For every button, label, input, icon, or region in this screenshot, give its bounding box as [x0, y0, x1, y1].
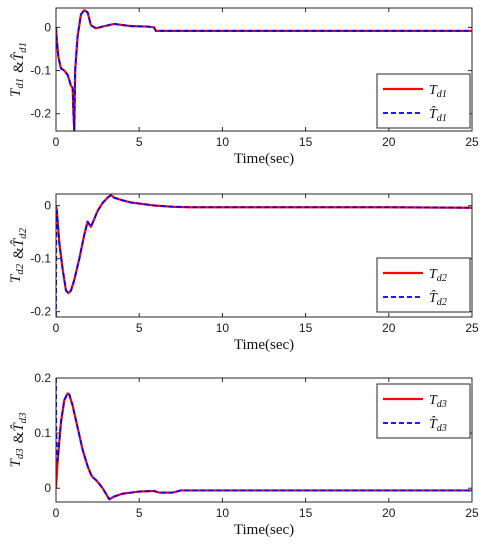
y-tick-label: 0 — [44, 481, 51, 495]
x-tick-label: 25 — [465, 321, 479, 335]
legend-label-1: Td1 — [429, 83, 447, 100]
x-tick-label: 0 — [53, 135, 60, 149]
legend-label-1: Td2 — [429, 267, 447, 284]
legend: Td2 T̂d2 — [376, 257, 471, 313]
x-tick-label: 10 — [216, 135, 230, 149]
x-axis-label: Time(sec) — [234, 151, 294, 167]
y-tick-label: 0.2 — [34, 371, 51, 385]
x-tick-label: 5 — [136, 321, 143, 335]
x-tick-label: 15 — [299, 135, 313, 149]
legend-box — [376, 73, 471, 129]
series-line-2 — [56, 9, 472, 131]
legend: Td3 T̂d3 — [376, 383, 471, 439]
x-tick-label: 20 — [382, 506, 396, 520]
y-tick-label: 0.1 — [34, 426, 51, 440]
series-line-2 — [56, 194, 472, 317]
x-tick-label: 0 — [53, 321, 60, 335]
legend-label-2: T̂d1 — [429, 106, 447, 124]
legend-label-1: Td3 — [429, 393, 447, 410]
legend-label-2: T̂d3 — [429, 416, 447, 434]
y-tick-label: 0 — [44, 20, 51, 34]
chart-panel-1: 0 5 10 15 20 25-0.2-0.10Time(sec)Td1&T̂d1Td1T… — [8, 7, 479, 167]
series-line-2 — [56, 378, 472, 501]
axes-box — [55, 193, 473, 318]
x-axis-label: Time(sec) — [234, 522, 294, 538]
legend-label-2: T̂d2 — [429, 290, 447, 308]
chart-panel-3: 0 5 10 15 20 25 0 0.1 0.2 Time(sec) Td3&T̂d3 Td3 T̂d… — [8, 371, 479, 538]
legend: Td1 T̂d1 — [376, 73, 471, 129]
y-tick-label: -0.1 — [30, 252, 51, 266]
x-tick-label: 5 — [136, 506, 143, 520]
y-tick-label: -0.1 — [30, 64, 51, 78]
x-tick-label: 5 — [136, 135, 143, 149]
x-tick-label: 0 — [53, 506, 60, 520]
x-tick-label: 25 — [465, 135, 479, 149]
y-axis-label: Td2&T̂d2 — [8, 227, 29, 283]
axes-box — [55, 7, 473, 132]
legend-box — [376, 383, 471, 439]
x-tick-label: 10 — [216, 321, 230, 335]
x-tick-label: 25 — [465, 506, 479, 520]
x-axis-label: Time(sec) — [234, 337, 294, 353]
chart-panel-2: 0 5 10 15 20 25-0.2-0.10Time(sec)Td2&T̂d2Td2T… — [8, 193, 479, 353]
y-tick-label: -0.2 — [30, 305, 51, 319]
y-axis-label: Td3&T̂d3 — [8, 412, 29, 468]
axes-box — [55, 377, 473, 503]
x-tick-label: 20 — [382, 135, 396, 149]
x-tick-label: 15 — [299, 506, 313, 520]
x-tick-label: 15 — [299, 321, 313, 335]
y-tick-label: 0 — [44, 199, 51, 213]
legend-box — [376, 257, 471, 313]
x-tick-label: 10 — [216, 506, 230, 520]
y-axis-label: Td1&T̂d1 — [8, 42, 29, 97]
x-tick-label: 20 — [382, 321, 396, 335]
y-tick-label: -0.2 — [30, 107, 51, 121]
